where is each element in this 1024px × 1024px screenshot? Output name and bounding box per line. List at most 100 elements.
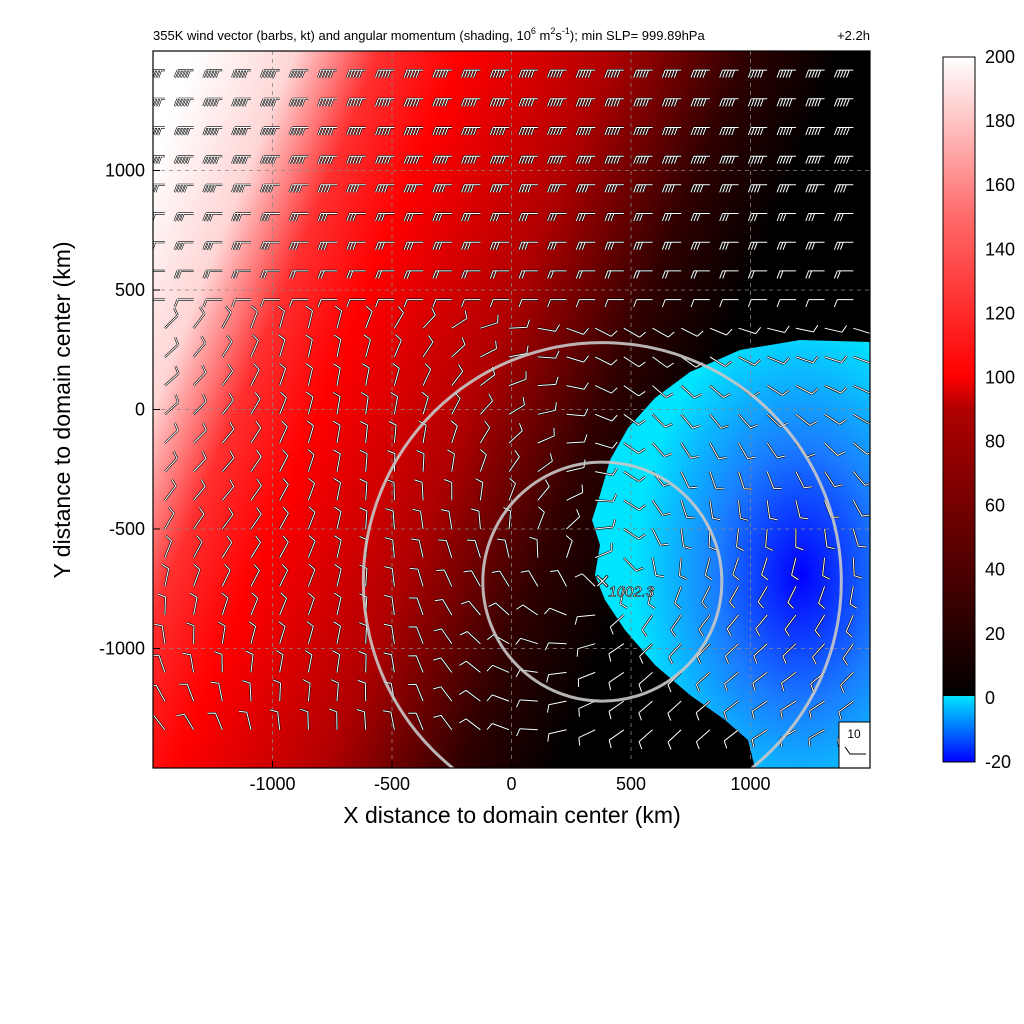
wind-barb	[776, 155, 796, 164]
wind-barb	[633, 299, 653, 308]
wind-barb	[384, 537, 395, 558]
wind-barb	[384, 566, 395, 587]
colorbar-tick-label: 0	[985, 688, 995, 708]
wind-barb	[652, 327, 675, 338]
wind-barb	[795, 356, 819, 364]
wind-barb	[388, 421, 397, 444]
barb-legend: 10	[838, 721, 870, 768]
wind-barb	[471, 508, 481, 530]
wind-barb	[738, 442, 756, 459]
wind-barb	[403, 98, 424, 107]
wind-barb	[516, 604, 539, 616]
wind-barb	[537, 402, 557, 415]
wind-barb	[805, 241, 825, 250]
wind-barb	[795, 471, 813, 489]
wind-barb	[520, 570, 539, 587]
wind-barb	[365, 305, 373, 329]
wind-barb	[824, 325, 848, 333]
wind-barb	[393, 306, 404, 329]
wind-barb	[176, 713, 195, 731]
wind-barb	[221, 393, 234, 415]
wind-barb	[690, 241, 710, 250]
wind-barb	[375, 270, 395, 279]
wind-barb	[422, 363, 432, 386]
wind-barb	[765, 528, 774, 551]
wind-barb	[698, 614, 711, 637]
wind-barb	[317, 241, 337, 250]
wind-barb	[403, 127, 424, 136]
wind-barb	[359, 449, 368, 472]
wind-barb	[461, 299, 481, 308]
wind-barb	[661, 127, 682, 136]
wind-barb	[193, 563, 201, 587]
wind-barb	[193, 507, 205, 530]
wind-barb	[444, 479, 453, 501]
wind-barb	[652, 356, 675, 368]
wind-barb	[747, 127, 768, 136]
wind-barb	[231, 299, 251, 308]
wind-barb	[690, 184, 710, 193]
wind-barb	[638, 672, 653, 692]
wind-barb	[279, 391, 287, 415]
wind-barbs	[153, 69, 870, 750]
wind-barb	[576, 643, 596, 657]
wind-barb	[822, 557, 830, 580]
wind-barb	[403, 155, 424, 164]
y-tick-label: 500	[115, 280, 145, 300]
wind-barb	[375, 69, 395, 78]
wind-barb	[480, 340, 497, 358]
wind-barb	[833, 213, 854, 222]
wind-barb	[667, 729, 682, 750]
wind-barb	[805, 127, 825, 136]
wind-barb	[623, 499, 646, 511]
barb-legend-box	[838, 721, 870, 768]
wind-barb	[547, 184, 567, 193]
wind-barb	[383, 623, 395, 644]
wind-barb	[547, 299, 567, 308]
wind-barb	[604, 299, 624, 308]
wind-barb	[289, 241, 309, 250]
wind-barb	[623, 528, 646, 540]
wind-barb	[461, 98, 481, 107]
x-tick-label: 1000	[730, 774, 770, 794]
wind-barb	[719, 69, 739, 78]
wind-barb	[272, 679, 281, 702]
wind-barb	[358, 650, 367, 673]
wind-barb	[279, 592, 288, 616]
wind-barb	[305, 334, 313, 358]
wind-barb	[434, 599, 453, 616]
chart-title: 355K wind vector (barbs, kt) and angular…	[153, 26, 705, 43]
wind-barb	[432, 299, 452, 308]
wind-barb	[275, 650, 284, 673]
wind-barb	[738, 326, 762, 335]
wind-barb	[221, 421, 235, 444]
wind-barb	[652, 500, 671, 516]
wind-barb	[547, 155, 567, 164]
wind-barb	[203, 241, 223, 250]
wind-barb	[767, 325, 790, 333]
wind-barb	[203, 213, 223, 222]
wind-barb	[833, 184, 854, 193]
wind-barb	[250, 564, 260, 587]
wind-barb	[709, 385, 731, 398]
wind-barb	[808, 729, 825, 747]
x-axis-label: X distance to domain center (km)	[343, 802, 680, 828]
wind-barb	[623, 327, 646, 338]
wind-barb	[680, 442, 699, 459]
wind-barb	[575, 213, 596, 222]
wind-barb	[359, 478, 368, 501]
wind-barb	[509, 319, 530, 329]
wind-barb	[518, 241, 538, 250]
wind-barb	[356, 709, 367, 730]
wind-barb	[516, 728, 538, 737]
wind-barb	[332, 392, 341, 415]
wind-barb	[238, 710, 252, 730]
wind-barb	[508, 450, 520, 472]
wind-barb	[279, 564, 289, 587]
wind-barb	[578, 729, 596, 746]
wind-barb	[360, 421, 368, 444]
wind-barb	[780, 700, 797, 719]
wind-barb	[518, 69, 538, 78]
wind-barb	[604, 98, 624, 107]
